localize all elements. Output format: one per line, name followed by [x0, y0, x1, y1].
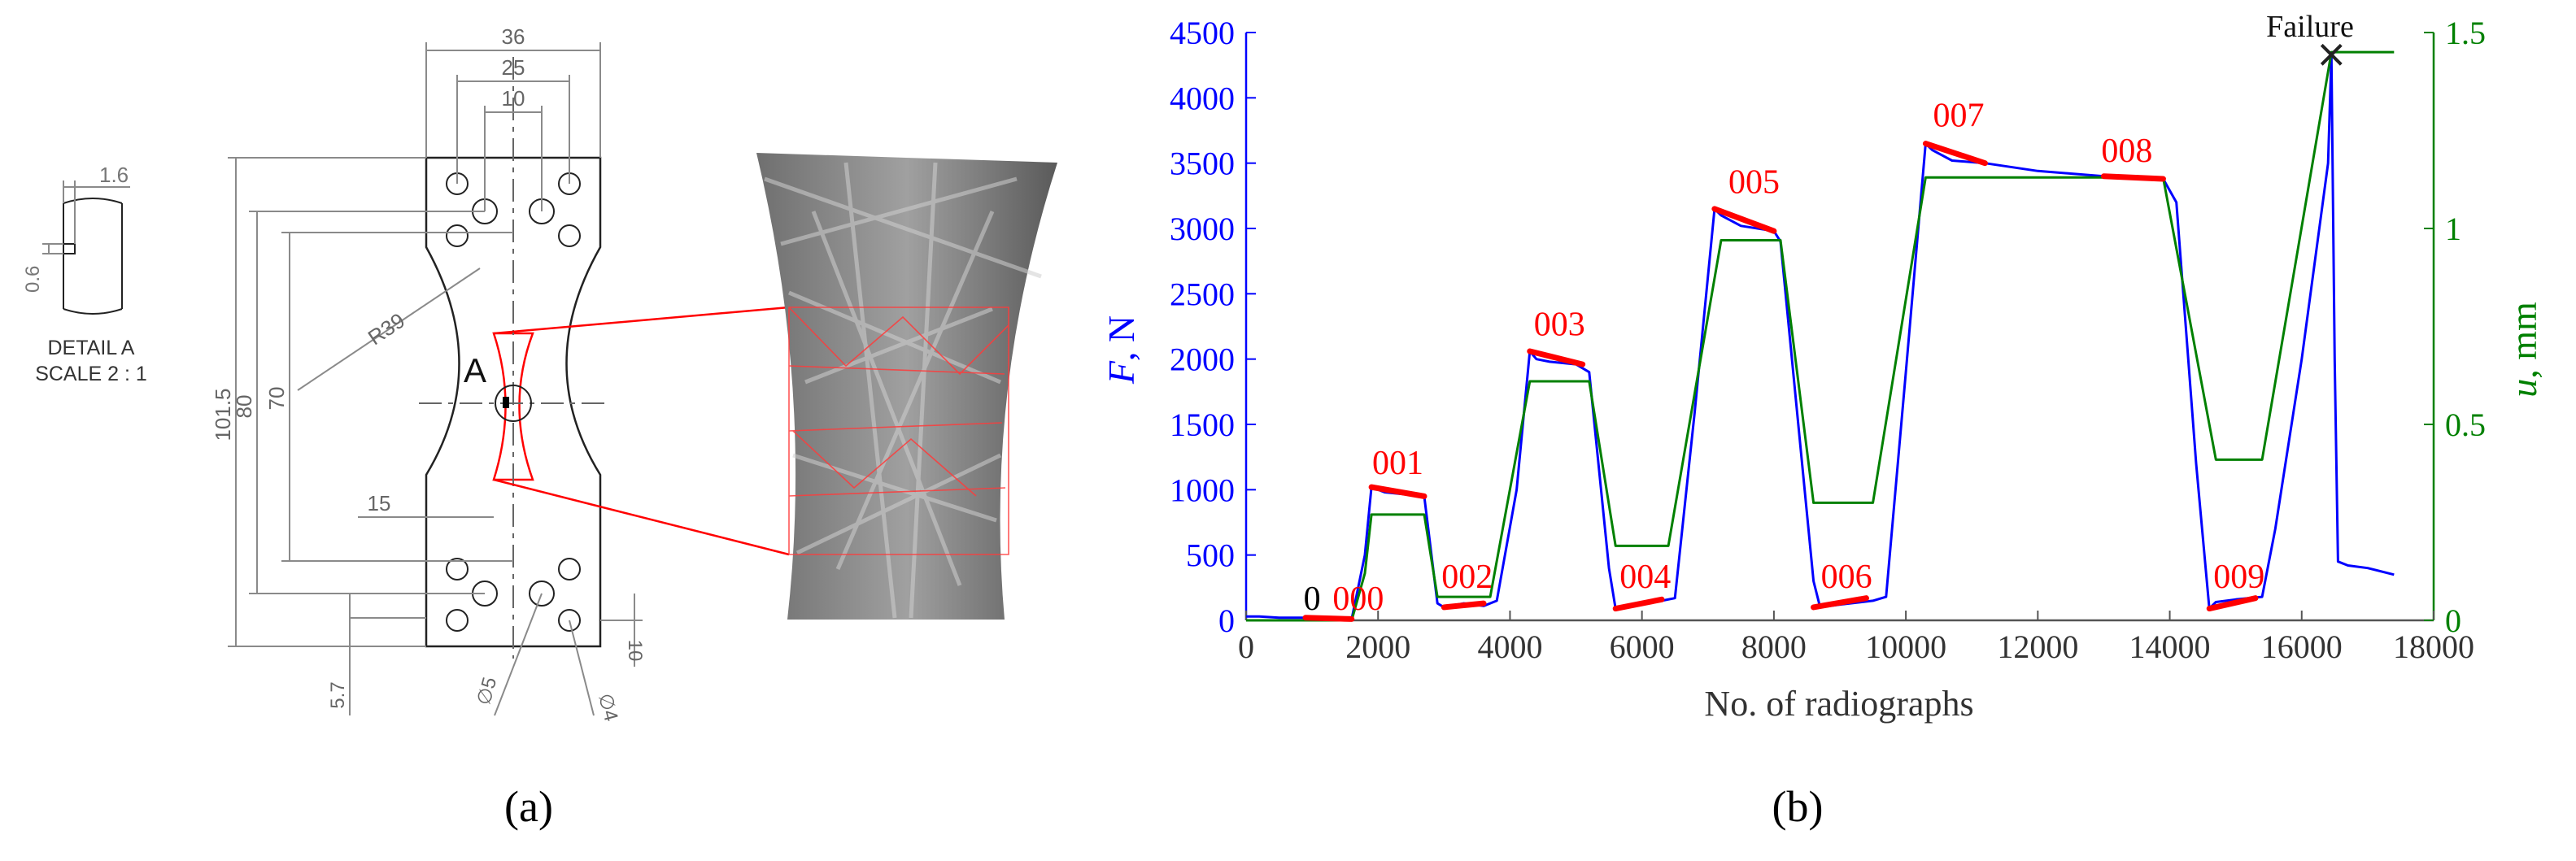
x-tick-label: 10000 [1865, 628, 1946, 665]
scan-segment-001 [1368, 484, 1427, 499]
displacement-series-line [1246, 50, 2395, 622]
x-axis-label: No. of radiographs [1704, 684, 1973, 724]
y-left-tick-label: 1500 [1170, 407, 1235, 443]
y-right-tick-label: 0 [2445, 602, 2461, 639]
scan-segment-006 [1811, 595, 1869, 611]
y-left-tick-label: 500 [1186, 537, 1235, 574]
detail-a: 1.6 0.6 DETAIL A SCALE 2 : 1 [22, 163, 147, 385]
projection-lines [493, 306, 790, 556]
dim-36: 36 [502, 24, 525, 49]
caption-b: (b) [1772, 782, 1824, 831]
scan-segment-005 [1711, 206, 1777, 234]
failure-label: Failure [2266, 10, 2354, 44]
dim-80: 80 [232, 395, 256, 419]
scan-label: 008 [2101, 133, 2152, 170]
dim-10: 10 [502, 86, 525, 111]
scan-label: 004 [1619, 559, 1671, 596]
series-layer [1246, 50, 2395, 622]
x-tick-label: 18000 [2393, 628, 2474, 665]
dim-70: 70 [264, 387, 289, 411]
plot-frame [1244, 33, 2435, 622]
x-tick-label: 12000 [1997, 628, 2078, 665]
y-right-tick-label: 1 [2445, 211, 2461, 247]
scan-segment-000 [1302, 615, 1355, 622]
x-tick-label: 8000 [1741, 628, 1807, 665]
force-series-line [1246, 53, 2395, 620]
detail-scale: SCALE 2 : 1 [35, 363, 147, 385]
x-tick-label: 14000 [2129, 628, 2211, 665]
scan-segment-004 [1612, 596, 1665, 612]
dimension-lines: 36 25 10 101.5 80 70 R39 15 5.7 10 ∅5 ∅4 [211, 24, 646, 724]
force-displacement-chart: 0 2000 4000 6000 8000 10000 12000 14000 16000 180… [1101, 10, 2544, 831]
y-left-tick-label: 4000 [1170, 80, 1235, 116]
dim-15: 15 [368, 491, 391, 515]
y-right-axis-ticks: 0 0.5 1 1.5 [2424, 15, 2486, 639]
scan-label: 000 [1332, 581, 1384, 618]
panel-a: 1.6 0.6 DETAIL A SCALE 2 : 1 A [0, 0, 1220, 857]
scan-segment-007 [1922, 141, 1988, 167]
y-left-tick-label: 0 [1218, 602, 1235, 639]
dim-10-bottom: 10 [624, 640, 646, 662]
y-right-tick-label: 1.5 [2445, 15, 2486, 51]
y-left-tick-label: 1000 [1170, 472, 1235, 508]
y-left-tick-label: 3000 [1170, 211, 1235, 247]
y-right-tick-label: 0.5 [2445, 407, 2486, 443]
ct-volume-image [756, 153, 1057, 620]
scan-label: 0 [1304, 581, 1321, 618]
dim-101-5: 101.5 [211, 388, 235, 441]
detail-marker: A [464, 351, 486, 389]
dim-5-7: 5.7 [327, 681, 349, 708]
gauge-section [492, 332, 534, 481]
y-left-label-symbol: F [1101, 360, 1142, 385]
y-left-tick-label: 2000 [1170, 341, 1235, 378]
y-left-label-unit: , N [1101, 315, 1142, 361]
detail-dim-depth: 0.6 [22, 266, 44, 293]
scan-segment-002 [1441, 600, 1487, 611]
x-axis-ticks: 0 2000 4000 6000 8000 10000 12000 14000 16000 180… [1238, 611, 2474, 665]
y-left-axis-ticks: 0 500 1000 1500 2000 2500 3000 3500 4000 4500 [1170, 15, 1256, 639]
scan-label: 006 [1821, 559, 1872, 596]
failure-cross-stroke-2 [2320, 43, 2343, 66]
scan-label: 002 [1441, 559, 1493, 596]
scan-segment-003 [1527, 348, 1586, 367]
scan-segment-008 [2100, 173, 2166, 182]
dim-r39: R39 [364, 308, 409, 350]
failure-marker [2320, 43, 2343, 66]
scan-label: 007 [1933, 98, 1985, 135]
y-left-axis-label: F, N [1101, 315, 1142, 385]
scan-segment-009 [2206, 595, 2259, 612]
y-right-axis-label: u, mm [2503, 302, 2544, 398]
detail-dim-width: 1.6 [99, 163, 129, 187]
scan-label: 001 [1372, 445, 1423, 482]
y-left-tick-label: 4500 [1170, 15, 1235, 51]
dim-diameter-5: ∅5 [473, 675, 501, 707]
scan-label: 003 [1534, 307, 1585, 344]
x-tick-label: 0 [1238, 628, 1254, 665]
y-right-label-symbol: u [2503, 379, 2544, 398]
caption-a: (a) [504, 782, 553, 831]
x-tick-label: 6000 [1610, 628, 1675, 665]
dim-25: 25 [502, 55, 525, 80]
panel-b: 0 2000 4000 6000 8000 10000 12000 14000 16000 180… [1057, 0, 2576, 857]
y-right-label-unit: , mm [2503, 302, 2544, 379]
dim-diameter-4: ∅4 [594, 691, 622, 724]
technical-drawing: 1.6 0.6 DETAIL A SCALE 2 : 1 A [22, 24, 1057, 831]
detail-title: DETAIL A [48, 337, 135, 359]
specimen-outline: A [419, 57, 606, 659]
y-left-tick-label: 2500 [1170, 276, 1235, 312]
x-tick-label: 4000 [1477, 628, 1542, 665]
scan-label: 009 [2213, 559, 2264, 596]
scan-segments [1302, 141, 2259, 622]
x-tick-label: 2000 [1345, 628, 1410, 665]
x-tick-label: 16000 [2261, 628, 2343, 665]
y-left-tick-label: 3500 [1170, 146, 1235, 182]
scan-label: 005 [1728, 164, 1780, 202]
